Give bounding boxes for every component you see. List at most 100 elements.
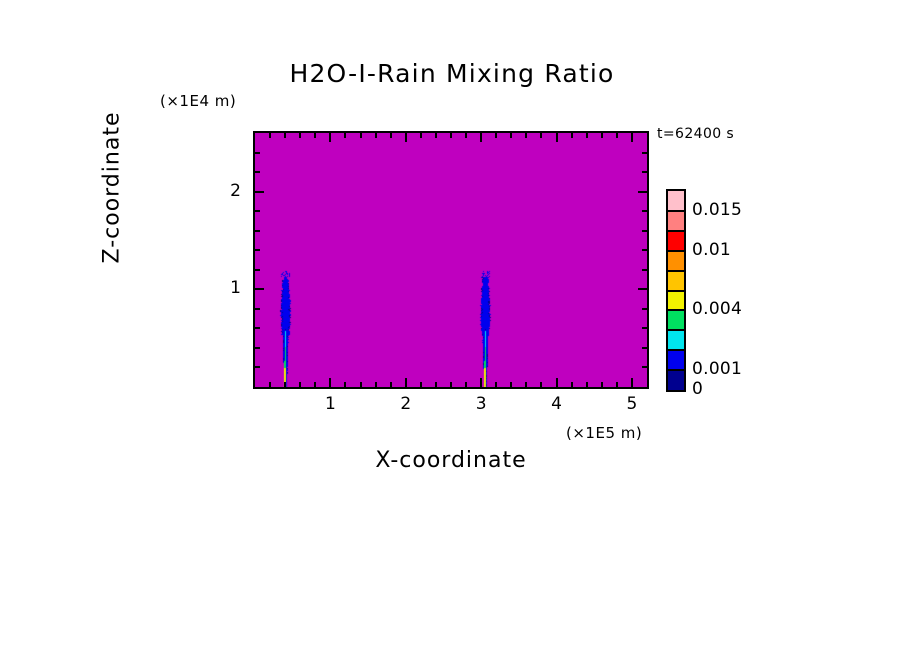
y-minor-tick-right [642,171,647,173]
x-major-tick-top [631,133,633,142]
x-minor-tick [375,382,377,387]
y-minor-tick [255,327,260,329]
y-major-tick-right [638,288,647,290]
x-minor-tick-top [375,133,377,138]
x-major-tick-top [329,133,331,142]
colorbar-band [668,210,684,231]
y-minor-tick-right [642,347,647,349]
x-minor-tick [525,382,527,387]
x-minor-tick [616,382,618,387]
x-major-tick [329,378,331,387]
x-minor-tick-top [269,133,271,138]
x-major-tick-top [405,133,407,142]
x-tick-label: 3 [475,394,487,414]
y-minor-tick-right [642,269,647,271]
x-minor-tick [465,382,467,387]
x-minor-tick-top [495,133,497,138]
colorbar-band [668,230,684,251]
y-major-tick [255,288,264,290]
colorbar-band-separator [668,269,684,272]
colorbar-band [668,330,684,351]
x-minor-tick [390,382,392,387]
x-minor-tick-top [616,133,618,138]
y-axis-title: Z-coordinate [99,111,125,264]
colorbar-band-separator [668,329,684,332]
x-minor-tick [540,382,542,387]
x-minor-tick-top [314,133,316,138]
y-minor-tick-right [642,210,647,212]
colorbar-tick-label: 0.004 [692,299,743,320]
colorbar-band [668,191,684,211]
x-minor-tick-top [450,133,452,138]
x-minor-tick [420,382,422,387]
heatmap-canvas [255,133,647,387]
x-minor-tick [510,382,512,387]
x-minor-tick [571,382,573,387]
colorbar-band-separator [668,349,684,352]
y-tick-label: 2 [230,180,241,201]
x-minor-tick-top [510,133,512,138]
x-major-tick-top [480,133,482,142]
x-tick-label: 4 [551,394,562,414]
x-minor-tick-top [586,133,588,138]
y-minor-tick [255,152,260,154]
x-minor-tick [450,382,452,387]
page-title: H2O-I-Rain Mixing Ratio [289,59,615,88]
x-major-tick-top [556,133,558,142]
colorbar-band-separator [668,309,684,312]
colorbar-tick-label: 0 [692,379,704,399]
x-axis-unit-label: (×1E5 m) [566,424,643,442]
x-minor-tick [586,382,588,387]
x-minor-tick [360,382,362,387]
x-minor-tick-top [390,133,392,138]
colorbar-band-separator [668,249,684,252]
x-major-tick [556,378,558,387]
x-minor-tick [269,382,271,387]
y-minor-tick-right [642,308,647,310]
y-minor-tick [255,308,260,310]
y-minor-tick-right [642,327,647,329]
x-minor-tick [435,382,437,387]
x-minor-tick-top [601,133,603,138]
x-minor-tick-top [299,133,301,138]
x-minor-tick-top [465,133,467,138]
y-minor-tick [255,269,260,271]
x-minor-tick-top [435,133,437,138]
y-minor-tick [255,366,260,368]
y-minor-tick [255,210,260,212]
x-major-tick [631,378,633,387]
y-minor-tick-right [642,230,647,232]
x-minor-tick [344,382,346,387]
x-minor-tick-top [525,133,527,138]
y-minor-tick [255,347,260,349]
colorbar-tick-label: 0.015 [692,199,743,220]
y-minor-tick [255,171,260,173]
x-minor-tick [299,382,301,387]
x-major-tick [480,378,482,387]
x-major-tick [405,378,407,387]
y-major-tick-right [638,191,647,193]
x-minor-tick-top [420,133,422,138]
colorbar [666,189,686,392]
colorbar-band-separator [668,369,684,372]
x-minor-tick [284,382,286,387]
y-minor-tick [255,230,260,232]
colorbar-tick-label: 0.01 [692,239,732,260]
x-minor-tick-top [540,133,542,138]
x-minor-tick-top [284,133,286,138]
y-major-tick [255,191,264,193]
x-minor-tick-top [344,133,346,138]
time-annotation: t=62400 s [657,126,735,142]
x-minor-tick [601,382,603,387]
colorbar-band [668,250,684,271]
x-axis-title: X-coordinate [375,448,527,473]
y-minor-tick-right [642,152,647,154]
x-minor-tick [495,382,497,387]
plot-area [253,131,649,389]
colorbar-band [668,290,684,311]
y-tick-label: 1 [230,278,241,299]
colorbar-tick-label: 0.001 [692,359,743,380]
colorbar-band-separator [668,229,684,232]
x-tick-label: 2 [400,394,412,414]
